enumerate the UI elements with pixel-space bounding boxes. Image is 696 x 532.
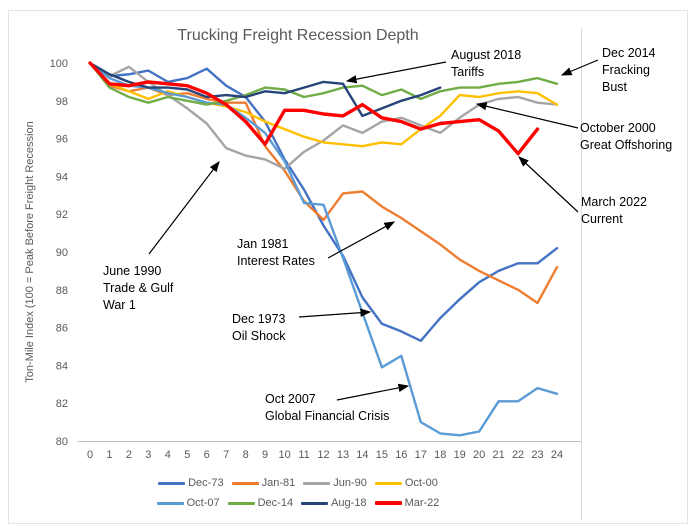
y-tick-label: 100 (50, 58, 68, 70)
annotation-arrow-october-2000-great-offshoring (475, 102, 579, 129)
annotation-arrow-oct-2007-global-financial-crisis (336, 383, 410, 401)
x-tick-label: 17 (415, 449, 427, 461)
legend-swatch-Oct-07 (156, 501, 184, 505)
legend-item-Jan-81: Jan-81 (231, 477, 296, 489)
x-tick-label: 14 (356, 449, 368, 461)
x-tick-label: 6 (204, 449, 210, 461)
x-tick-label: 3 (145, 449, 151, 461)
x-tick-label: 0 (87, 449, 93, 461)
y-tick-label: 82 (56, 398, 68, 410)
annotation-arrow-dec-2014-fracking-bust (560, 59, 599, 76)
series-line-Aug-18 (88, 61, 442, 118)
y-tick-label: 80 (56, 436, 68, 448)
series-line-Dec-73 (88, 61, 559, 342)
x-tick-label: 13 (337, 449, 349, 461)
x-tick-label: 10 (278, 449, 290, 461)
legend: Dec-73 Jan-81 Jun-90 Oct-00 Oct-07 Dec-14 Aug-… (98, 473, 498, 513)
x-tick-label: 22 (512, 449, 524, 461)
legend-label-Oct-07: Oct-07 (186, 497, 220, 509)
x-tick-label: 16 (395, 449, 407, 461)
x-tick-label: 15 (376, 449, 388, 461)
legend-label-Mar-22: Mar-22 (404, 497, 440, 509)
x-tick-label: 8 (243, 449, 249, 461)
series-line-Oct-00 (88, 61, 559, 148)
annotation-arrow-jan-1981-interest-rates (327, 221, 396, 259)
legend-item-Dec-73: Dec-73 (158, 477, 224, 489)
x-tick-label: 1 (106, 449, 112, 461)
legend-row: Oct-07 Dec-14 Aug-18 Mar-22 (98, 493, 498, 513)
x-tick-label: 23 (531, 449, 543, 461)
series-line-Oct-07 (88, 61, 559, 437)
annotation-arrow-dec-1973-oil-shock (298, 308, 372, 318)
legend-item-Aug-18: Aug-18 (301, 497, 367, 509)
x-tick-label: 2 (126, 449, 132, 461)
x-tick-label: 19 (454, 449, 466, 461)
legend-item-Jun-90: Jun-90 (303, 477, 367, 489)
legend-label-Oct-00: Oct-00 (404, 477, 438, 489)
y-axis-title: Ton-Mile Index (100 = Peak Before Freigh… (24, 121, 36, 383)
y-tick-label: 84 (56, 360, 68, 372)
legend-swatch-Jun-90 (303, 481, 331, 485)
annotation-arrow-august-2018-tariffs (345, 61, 447, 84)
legend-label-Jun-90: Jun-90 (333, 477, 367, 489)
legend-label-Jan-81: Jan-81 (261, 477, 296, 489)
x-tick-label: 12 (317, 449, 329, 461)
legend-label-Dec-14: Dec-14 (257, 497, 294, 509)
legend-label-Dec-73: Dec-73 (188, 477, 224, 489)
legend-label-Aug-18: Aug-18 (331, 497, 367, 509)
y-tick-label: 94 (56, 171, 68, 183)
y-tick-label: 86 (56, 323, 68, 335)
annotation-arrow-june-1990-trade-gulf-war-1 (148, 161, 220, 255)
y-tick-label: 88 (56, 285, 68, 297)
x-tick-label: 18 (434, 449, 446, 461)
legend-item-Oct-00: Oct-00 (374, 477, 438, 489)
series-line-Mar-22 (88, 61, 540, 156)
legend-item-Oct-07: Oct-07 (156, 497, 220, 509)
legend-swatch-Oct-00 (374, 481, 402, 485)
legend-item-Mar-22: Mar-22 (374, 497, 440, 509)
x-tick-label: 4 (165, 449, 171, 461)
chart-frame (8, 10, 688, 524)
legend-item-Dec-14: Dec-14 (227, 497, 294, 509)
legend-swatch-Aug-18 (301, 501, 329, 505)
y-tick-label: 92 (56, 209, 68, 221)
x-tick-label: 11 (298, 449, 309, 461)
series-line-Dec-14 (88, 61, 559, 106)
legend-swatch-Jan-81 (231, 481, 259, 485)
x-tick-label: 24 (551, 449, 563, 461)
series-line-Jun-90 (88, 61, 559, 171)
x-tick-label: 21 (492, 449, 504, 461)
x-tick-label: 20 (473, 449, 485, 461)
annotation-arrow-march-2022-current (518, 156, 579, 213)
x-tick-label: 5 (184, 449, 190, 461)
legend-swatch-Mar-22 (374, 501, 402, 505)
legend-row: Dec-73 Jan-81 Jun-90 Oct-00 (98, 473, 498, 493)
x-tick-label: 9 (262, 449, 268, 461)
legend-swatch-Dec-14 (227, 501, 255, 505)
legend-swatch-Dec-73 (158, 481, 186, 485)
y-tick-label: 98 (56, 96, 68, 108)
x-tick-label: 7 (223, 449, 229, 461)
y-tick-label: 90 (56, 247, 68, 259)
chart-title: Trucking Freight Recession Depth (177, 27, 419, 44)
y-tick-label: 96 (56, 134, 68, 146)
